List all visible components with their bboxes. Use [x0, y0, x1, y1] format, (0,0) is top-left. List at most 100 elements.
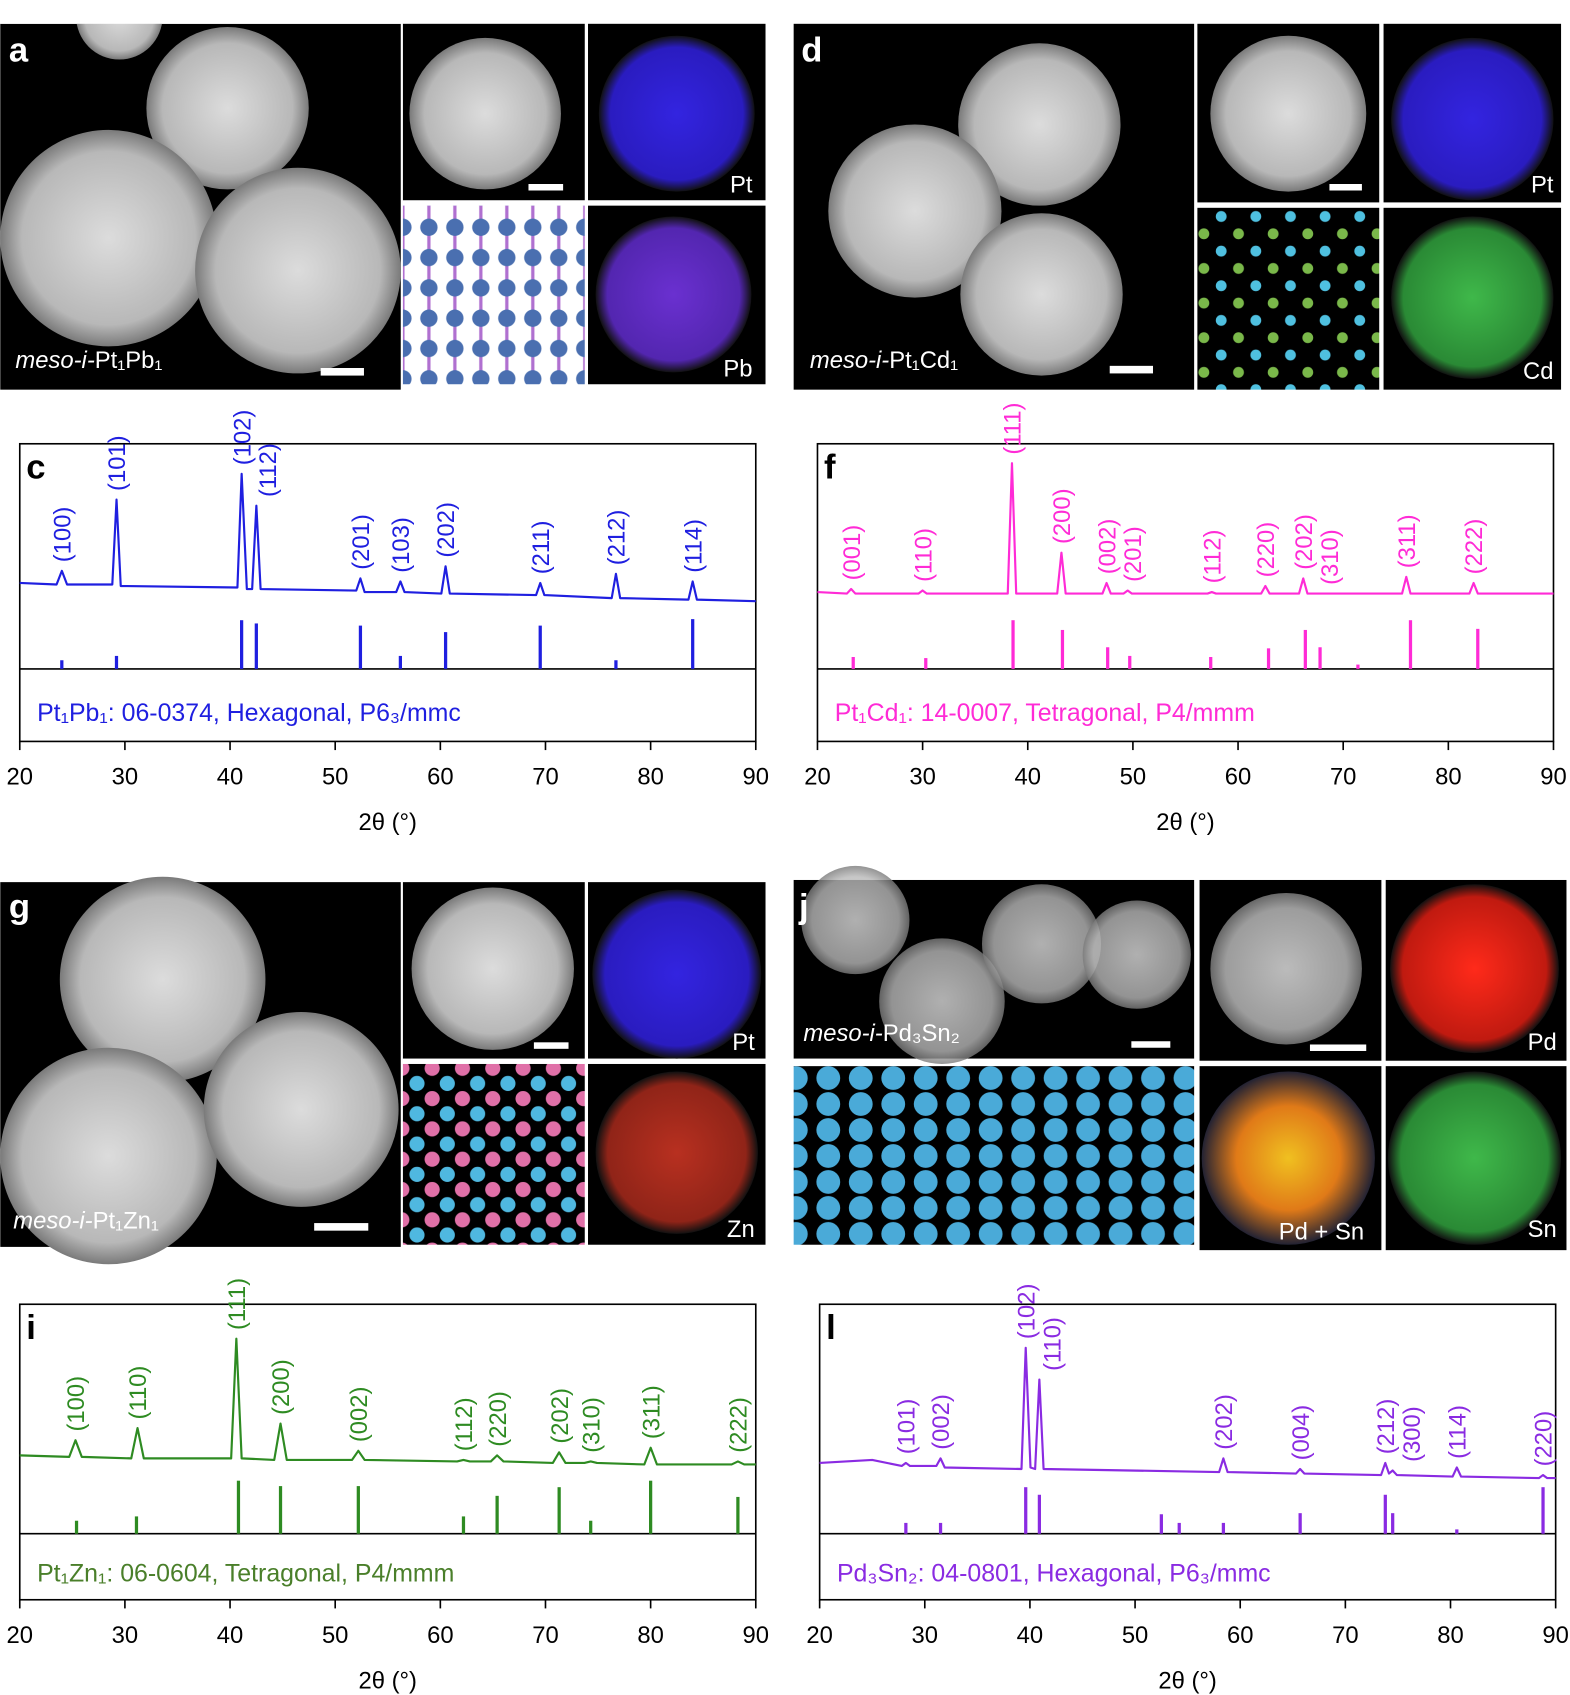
panel-label: h [408, 888, 429, 926]
peak-label: (001) [839, 525, 866, 581]
scale-bar [533, 1042, 569, 1049]
particle [828, 124, 1002, 298]
x-tick-label: 40 [217, 1622, 243, 1649]
caption-prefix: meso-i- [803, 1020, 882, 1047]
caption-prefix: meso-i- [13, 1207, 92, 1234]
x-tick-label: 30 [912, 1622, 938, 1649]
peak-label: (114) [680, 519, 707, 573]
xrd-pattern [817, 462, 1554, 595]
panel-label: b [408, 32, 429, 70]
caption: meso-i-Pt₁Pb₁ [15, 347, 162, 374]
legend-entry: Pt₁Zn₁: 06-0604, Tetragonal, P4/mmm [37, 1559, 454, 1587]
particle [195, 167, 401, 374]
x-tick-label: 70 [1330, 764, 1356, 791]
peak-label: (311) [638, 1385, 665, 1439]
scale-bar [1131, 1041, 1171, 1048]
peak-label: (102) [229, 410, 256, 466]
map-label: Sn [1528, 1216, 1557, 1243]
x-tick-label: 80 [1435, 764, 1461, 791]
caption: meso-i-Pd₃Sn₂ [803, 1020, 959, 1047]
peak-label: (200) [268, 1359, 295, 1415]
scale-bar [528, 184, 564, 191]
eds-particle [592, 889, 762, 1059]
x-tick-label: 40 [1017, 1622, 1043, 1649]
x-tick-label: 30 [909, 764, 935, 791]
peak-label: (200) [1049, 488, 1076, 544]
peak-label: (220) [1531, 1411, 1558, 1467]
x-tick-label: 90 [1542, 1622, 1568, 1649]
x-tick-label: 80 [637, 1622, 663, 1649]
panel-label: f [824, 448, 836, 486]
eds-particle [595, 216, 752, 373]
panel-label: a [9, 32, 29, 70]
caption-formula: Pt₁Cd₁ [889, 347, 958, 374]
peak-label: (002) [346, 1387, 373, 1443]
panel-label: k [1204, 885, 1224, 923]
particle [203, 1012, 399, 1207]
peak-label: (212) [1373, 1399, 1400, 1455]
x-tick-label: 30 [112, 1622, 138, 1649]
peak-label: (201) [1120, 526, 1147, 582]
panel-label: c [26, 448, 45, 486]
panel-label: d [801, 32, 822, 70]
peak-label: (300) [1399, 1406, 1426, 1462]
particle [0, 129, 217, 347]
x-tick-label: 40 [217, 764, 243, 791]
scale-bar [1329, 184, 1362, 191]
x-axis-label: 2θ (°) [1156, 809, 1214, 836]
x-tick-label: 50 [1120, 764, 1146, 791]
peak-label: (112) [451, 1397, 478, 1451]
peak-label: (310) [1317, 529, 1344, 585]
map-label: Pt [730, 172, 753, 199]
x-tick-label: 70 [532, 764, 558, 791]
peak-label: (110) [1039, 1317, 1066, 1371]
x-axis-label: 2θ (°) [359, 1668, 417, 1695]
x-tick-label: 90 [743, 1622, 769, 1649]
peak-label: (110) [910, 528, 937, 582]
peak-label: (220) [1253, 522, 1280, 578]
x-axis-label: 2θ (°) [359, 809, 417, 836]
plot-frame [18, 442, 757, 743]
peak-label: (103) [388, 517, 415, 573]
lattice-model [402, 205, 585, 385]
particle [958, 43, 1121, 206]
peak-label: (112) [255, 443, 282, 497]
eds-particle [598, 35, 755, 192]
peak-label: (202) [433, 502, 460, 558]
eds-particle [595, 1071, 758, 1234]
peak-label: (222) [1461, 519, 1488, 575]
peak-label: (222) [726, 1397, 753, 1453]
peak-label: (114) [1444, 1405, 1471, 1459]
particle [879, 938, 1005, 1064]
map-label: Pb [723, 356, 752, 383]
peak-label: (212) [604, 510, 631, 566]
x-tick-label: 40 [1015, 764, 1041, 791]
x-tick-label: 80 [1437, 1622, 1463, 1649]
peak-label: (101) [894, 1399, 921, 1455]
x-tick-label: 70 [532, 1622, 558, 1649]
caption-formula: Pt₁Pb₁ [95, 347, 163, 374]
x-tick-label: 20 [806, 1622, 832, 1649]
x-tick-label: 20 [7, 1622, 33, 1649]
eds-particle [1201, 1071, 1375, 1245]
particle [1210, 35, 1367, 192]
peak-label: (310) [578, 1397, 605, 1453]
image-panels: a meso-i-Pt₁Pb₁ b Pt Pb d meso-i-Pt₁Cd₁ … [0, 0, 1567, 1265]
x-tick-label: 20 [7, 764, 33, 791]
x-tick-label: 90 [1540, 764, 1566, 791]
particle [801, 865, 910, 975]
peak-label: (311) [1394, 514, 1421, 568]
peak-label: (112) [1199, 530, 1226, 584]
panel-label: i [26, 1309, 36, 1347]
peak-label: (110) [125, 1366, 152, 1420]
scale-bar [314, 1223, 369, 1231]
peak-label: (111) [1000, 403, 1027, 455]
scale-bar [1109, 365, 1154, 374]
caption: meso-i-Pt₁Cd₁ [810, 347, 958, 374]
peak-label: (202) [547, 1388, 574, 1444]
x-tick-label: 20 [804, 764, 830, 791]
plot-frame [18, 1303, 757, 1601]
caption-formula: Pt₁Zn₁ [93, 1207, 159, 1234]
x-tick-label: 50 [322, 764, 348, 791]
